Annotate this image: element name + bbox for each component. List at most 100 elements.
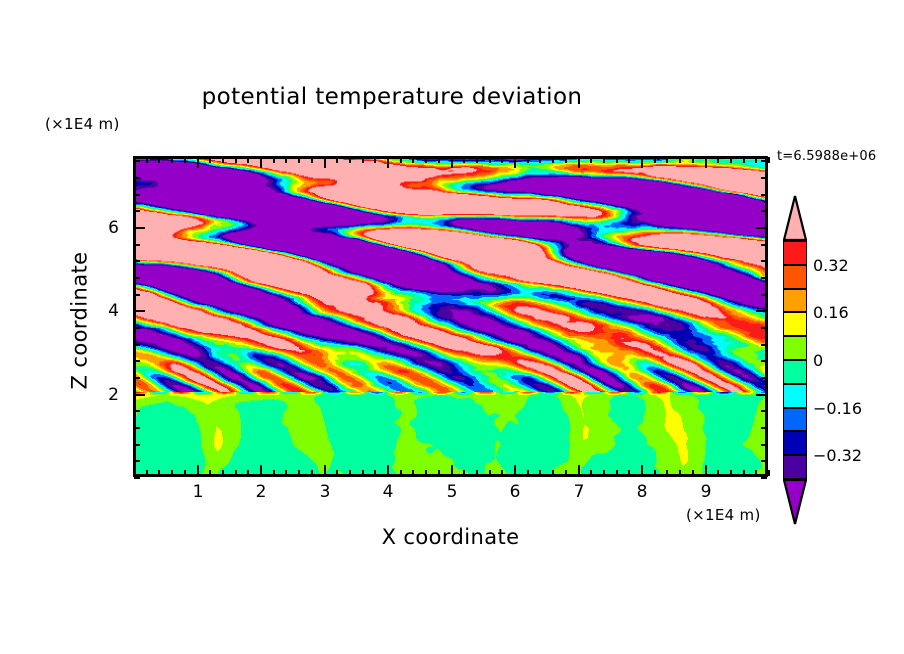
x-tick-top <box>247 157 249 163</box>
colorbar-label-1: 0.16 <box>813 303 849 323</box>
z-tick-label-4: 4 <box>108 301 119 321</box>
x-minor-tick <box>222 470 224 476</box>
z-tick-right <box>761 360 767 362</box>
z-axis-unit-label: (×1E4 m) <box>45 115 120 133</box>
colorbar-band <box>783 455 807 479</box>
x-minor-tick <box>412 470 414 476</box>
x-minor-tick <box>679 470 681 476</box>
x-minor-tick <box>273 470 275 476</box>
colorbar-band <box>783 288 807 313</box>
z-tick-right <box>756 310 767 312</box>
x-minor-tick <box>235 470 237 476</box>
z-tick-right <box>756 227 767 229</box>
z-tick-right <box>761 277 767 279</box>
x-minor-tick <box>374 470 376 476</box>
x-tick-top <box>578 157 580 168</box>
x-tick-top <box>768 157 770 163</box>
z-tick-right <box>761 460 767 462</box>
z-tick-right <box>761 294 767 296</box>
z-tick-right <box>761 327 767 329</box>
x-axis-unit-label: (×1E4 m) <box>686 506 761 524</box>
x-minor-tick <box>438 470 440 476</box>
colorbar-band <box>783 360 807 384</box>
x-minor-tick <box>133 470 135 476</box>
x-major-tick <box>641 465 643 476</box>
z-tick-right <box>761 160 767 162</box>
z-minor-tick <box>134 177 140 179</box>
x-tick-top <box>476 157 478 163</box>
x-major-tick <box>514 465 516 476</box>
z-tick-right <box>761 427 767 429</box>
x-minor-tick <box>362 470 364 476</box>
z-minor-tick <box>134 327 140 329</box>
x-tick-top <box>603 157 605 163</box>
x-tick-top <box>425 157 427 163</box>
x-tick-top <box>628 157 630 163</box>
z-minor-tick <box>134 294 140 296</box>
x-minor-tick <box>603 470 605 476</box>
x-major-tick <box>324 465 326 476</box>
x-tick-label-8: 8 <box>636 482 648 502</box>
x-minor-tick <box>285 470 287 476</box>
z-tick-right <box>761 477 767 479</box>
x-tick-top <box>438 157 440 163</box>
x-tick-top <box>336 157 338 163</box>
colorbar-label-0: 0.32 <box>813 255 849 275</box>
z-minor-tick <box>134 277 140 279</box>
x-tick-top <box>324 157 326 168</box>
x-tick-label-4: 4 <box>382 482 394 502</box>
x-minor-tick <box>336 470 338 476</box>
x-tick-top <box>362 157 364 163</box>
z-minor-tick <box>134 377 140 379</box>
z-major-tick <box>134 227 145 229</box>
x-minor-tick <box>616 470 618 476</box>
x-minor-tick <box>247 470 249 476</box>
z-tick-right <box>756 394 767 396</box>
x-tick-label-6: 6 <box>509 482 521 502</box>
x-tick-top <box>209 157 211 163</box>
x-tick-top <box>590 157 592 163</box>
x-tick-top <box>171 157 173 163</box>
x-minor-tick <box>565 470 567 476</box>
z-minor-tick <box>134 427 140 429</box>
x-tick-top <box>451 157 453 168</box>
x-tick-top <box>679 157 681 163</box>
z-tick-right <box>761 260 767 262</box>
x-tick-top <box>260 157 262 168</box>
colorbar-label-2: 0 <box>813 351 824 370</box>
z-tick-label-2: 2 <box>108 385 119 405</box>
z-minor-tick <box>134 477 140 479</box>
x-tick-top <box>743 157 745 163</box>
x-tick-top <box>273 157 275 163</box>
z-major-tick <box>134 394 145 396</box>
x-minor-tick <box>146 470 148 476</box>
z-minor-tick <box>134 344 140 346</box>
x-tick-top <box>565 157 567 163</box>
x-tick-top <box>285 157 287 163</box>
z-tick-right <box>761 444 767 446</box>
x-tick-top <box>501 157 503 163</box>
x-major-tick <box>705 465 707 476</box>
x-minor-tick <box>400 470 402 476</box>
x-minor-tick <box>158 470 160 476</box>
x-tick-top <box>539 157 541 163</box>
z-minor-tick <box>134 160 140 162</box>
x-minor-tick <box>730 470 732 476</box>
x-major-tick <box>260 465 262 476</box>
x-minor-tick <box>463 470 465 476</box>
x-tick-top <box>400 157 402 163</box>
colorbar: 0.32 0.16 0 −0.16 −0.32 <box>782 195 862 525</box>
x-tick-label-3: 3 <box>319 482 331 502</box>
x-tick-top <box>705 157 707 168</box>
x-major-tick <box>451 465 453 476</box>
x-tick-top <box>489 157 491 163</box>
x-minor-tick <box>755 470 757 476</box>
x-tick-top <box>374 157 376 163</box>
x-minor-tick <box>717 470 719 476</box>
x-tick-top <box>298 157 300 163</box>
x-tick-top <box>730 157 732 163</box>
x-tick-label-2: 2 <box>255 482 267 502</box>
x-minor-tick <box>590 470 592 476</box>
x-minor-tick <box>184 470 186 476</box>
